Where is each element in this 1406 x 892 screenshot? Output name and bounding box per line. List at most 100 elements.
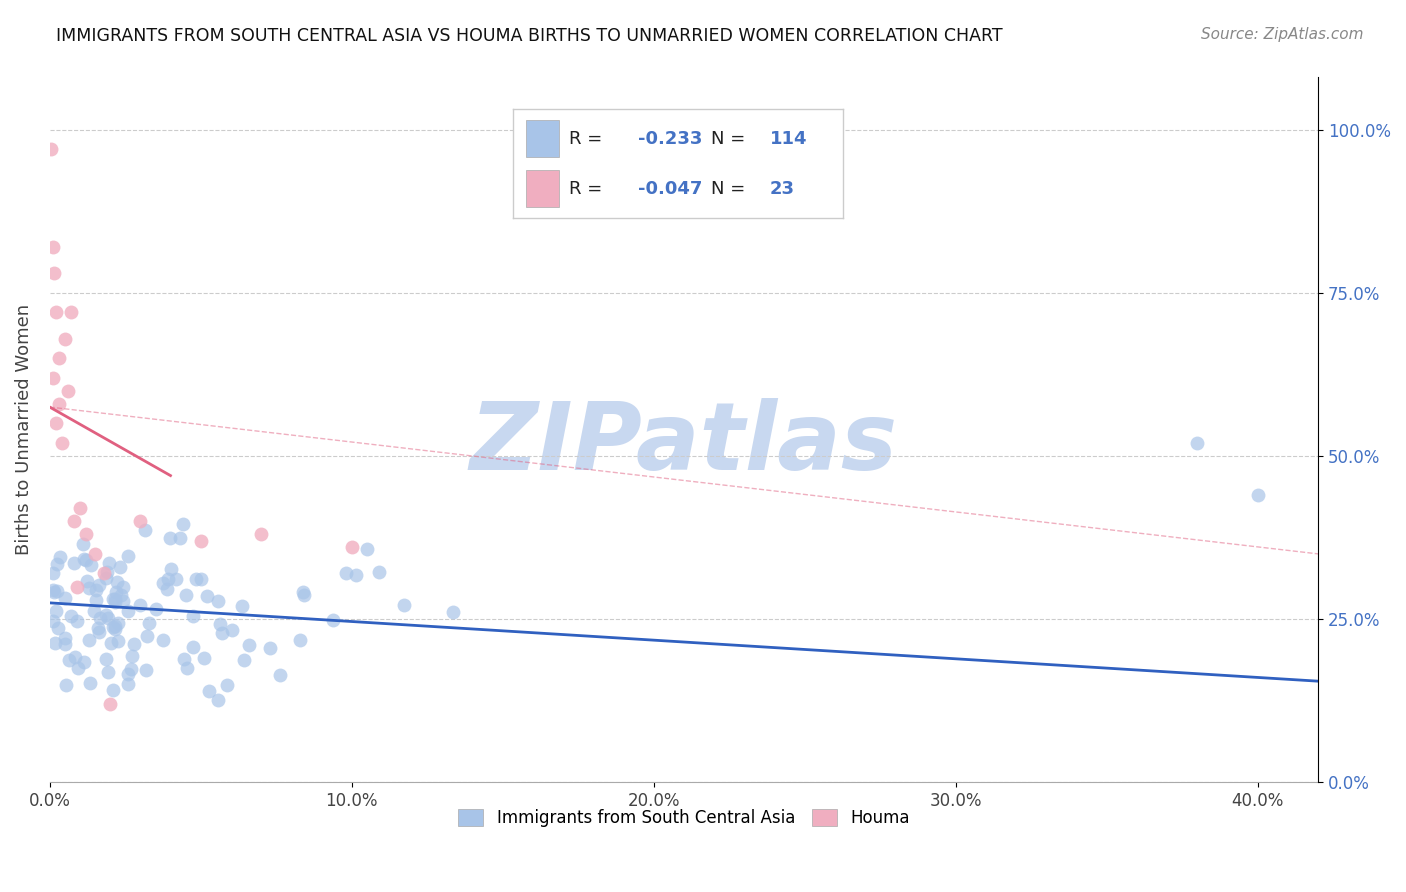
Point: [59, 305, 82, 319]
Point: [84, 547, 107, 561]
Point: [233, 653, 256, 667]
Point: [63, 514, 86, 528]
Point: [367, 566, 389, 580]
Point: [63, 649, 86, 664]
Point: [159, 531, 181, 545]
Point: [55, 678, 77, 692]
Point: [79, 676, 101, 690]
Point: [104, 595, 127, 609]
Point: [44, 266, 66, 280]
Point: [93, 566, 115, 581]
Point: [120, 662, 142, 676]
Point: [41, 566, 63, 581]
Point: [44, 635, 66, 649]
Point: [176, 661, 198, 675]
Point: [104, 619, 127, 633]
Point: [152, 633, 174, 648]
Point: [108, 559, 131, 574]
Point: [186, 572, 208, 586]
Point: [84, 582, 107, 597]
Point: [80, 558, 103, 572]
Point: [53, 591, 76, 606]
Point: [138, 615, 160, 630]
Point: [46, 557, 69, 571]
Point: [66, 614, 89, 628]
Text: IMMIGRANTS FROM SOUTH CENTRAL ASIA VS HOUMA BIRTHS TO UNMARRIED WOMEN CORRELATIO: IMMIGRANTS FROM SOUTH CENTRAL ASIA VS HO…: [56, 27, 1002, 45]
Point: [121, 649, 143, 664]
Point: [87, 621, 110, 635]
Legend: Immigrants from South Central Asia, Houma: Immigrants from South Central Asia, Houm…: [451, 803, 917, 834]
Point: [87, 578, 110, 592]
Point: [322, 613, 344, 627]
Point: [75, 527, 97, 541]
Point: [104, 623, 127, 637]
Point: [89, 611, 111, 625]
Point: [53, 632, 76, 646]
Point: [107, 634, 129, 648]
Point: [117, 549, 139, 563]
Point: [112, 580, 135, 594]
Point: [45, 603, 67, 617]
Point: [250, 527, 273, 541]
Point: [73, 552, 96, 566]
Point: [195, 590, 218, 604]
Point: [45, 583, 67, 598]
Point: [111, 594, 134, 608]
Point: [59, 608, 82, 623]
Point: [288, 633, 311, 648]
Point: [97, 665, 120, 679]
Point: [96, 607, 118, 622]
Point: [269, 668, 291, 682]
Point: [100, 636, 122, 650]
Point: [96, 571, 118, 585]
Point: [56, 384, 79, 398]
Point: [46, 620, 69, 634]
Point: [335, 566, 357, 581]
Point: [58, 653, 80, 667]
Point: [94, 652, 117, 666]
Point: [63, 557, 86, 571]
Point: [49, 550, 72, 565]
Point: [104, 591, 127, 606]
Point: [344, 567, 367, 582]
Point: [66, 661, 89, 675]
Point: [135, 663, 157, 677]
Point: [211, 626, 233, 640]
Point: [145, 602, 167, 616]
Point: [105, 575, 128, 590]
Point: [53, 637, 76, 651]
Point: [73, 655, 96, 669]
Point: [292, 584, 315, 599]
Point: [207, 693, 229, 707]
Point: [392, 598, 415, 612]
Point: [231, 599, 253, 613]
Point: [96, 565, 118, 579]
Point: [122, 637, 145, 651]
Point: [174, 589, 197, 603]
Point: [209, 617, 232, 632]
Point: [41, 614, 63, 628]
Point: [117, 677, 139, 691]
Point: [53, 332, 76, 346]
Point: [181, 608, 204, 623]
Point: [165, 572, 187, 586]
Point: [77, 581, 100, 595]
Point: [107, 615, 129, 630]
Point: [103, 592, 125, 607]
Text: Source: ZipAtlas.com: Source: ZipAtlas.com: [1201, 27, 1364, 42]
Point: [160, 562, 183, 576]
Point: [86, 592, 108, 607]
Point: [135, 629, 157, 643]
Point: [97, 557, 120, 571]
Point: [134, 523, 156, 537]
Text: ZIPatlas: ZIPatlas: [470, 398, 898, 490]
Point: [181, 640, 204, 654]
Point: [97, 611, 120, 625]
Point: [259, 641, 281, 656]
Point: [172, 516, 194, 531]
Point: [157, 572, 180, 586]
Point: [169, 531, 191, 545]
Point: [356, 541, 378, 556]
Point: [128, 598, 150, 612]
Point: [190, 572, 212, 586]
